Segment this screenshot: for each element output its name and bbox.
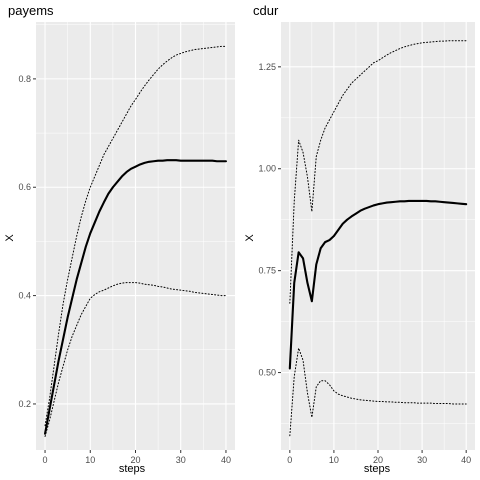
x-tick-label: 10 — [329, 455, 339, 465]
x-tick-label: 30 — [176, 455, 186, 465]
y-axis-title: X — [4, 234, 16, 242]
gridlines — [36, 22, 235, 450]
x-tick-label: 40 — [461, 455, 471, 465]
y-tick-label: 1.25 — [258, 62, 276, 72]
panel-title: cdur — [253, 3, 279, 18]
y-tick-label: 0.75 — [258, 266, 276, 276]
series-line-lower-band — [44, 282, 227, 437]
x-tick-label: 40 — [221, 455, 231, 465]
x-tick-label: 20 — [373, 455, 383, 465]
y-tick-label: 0.8 — [18, 74, 31, 84]
x-tick-label: 0 — [43, 455, 48, 465]
x-tick-label: 30 — [417, 455, 427, 465]
series-line-upper-band — [44, 45, 227, 427]
y-tick-label: 0.2 — [18, 399, 31, 409]
y-tick-label: 1.00 — [258, 164, 276, 174]
y-tick-label: 0.4 — [18, 291, 31, 301]
panel-payems: payems steps X 0 10 20 30 40 0.2 0.4 0.6 0.8 — [4, 3, 235, 475]
panel-title: payems — [8, 3, 54, 18]
series-line-upper-band — [289, 40, 467, 304]
series-line-estimate — [288, 199, 468, 370]
series-line-lower-band — [289, 347, 467, 437]
y-tick-label: 0.6 — [18, 182, 31, 192]
x-tick-label: 10 — [85, 455, 95, 465]
x-tick-label: 20 — [130, 455, 140, 465]
y-axis-title: X — [244, 234, 256, 242]
x-axis-title: steps — [119, 463, 146, 475]
x-tick-label: 0 — [287, 455, 292, 465]
x-axis-title: steps — [364, 463, 391, 475]
y-tick-label: 0.50 — [258, 368, 276, 378]
series-line-estimate — [44, 159, 227, 435]
panel-cdur: cdur steps X 0 10 20 30 40 0.50 0.75 1.00 1.25 — [244, 3, 475, 475]
